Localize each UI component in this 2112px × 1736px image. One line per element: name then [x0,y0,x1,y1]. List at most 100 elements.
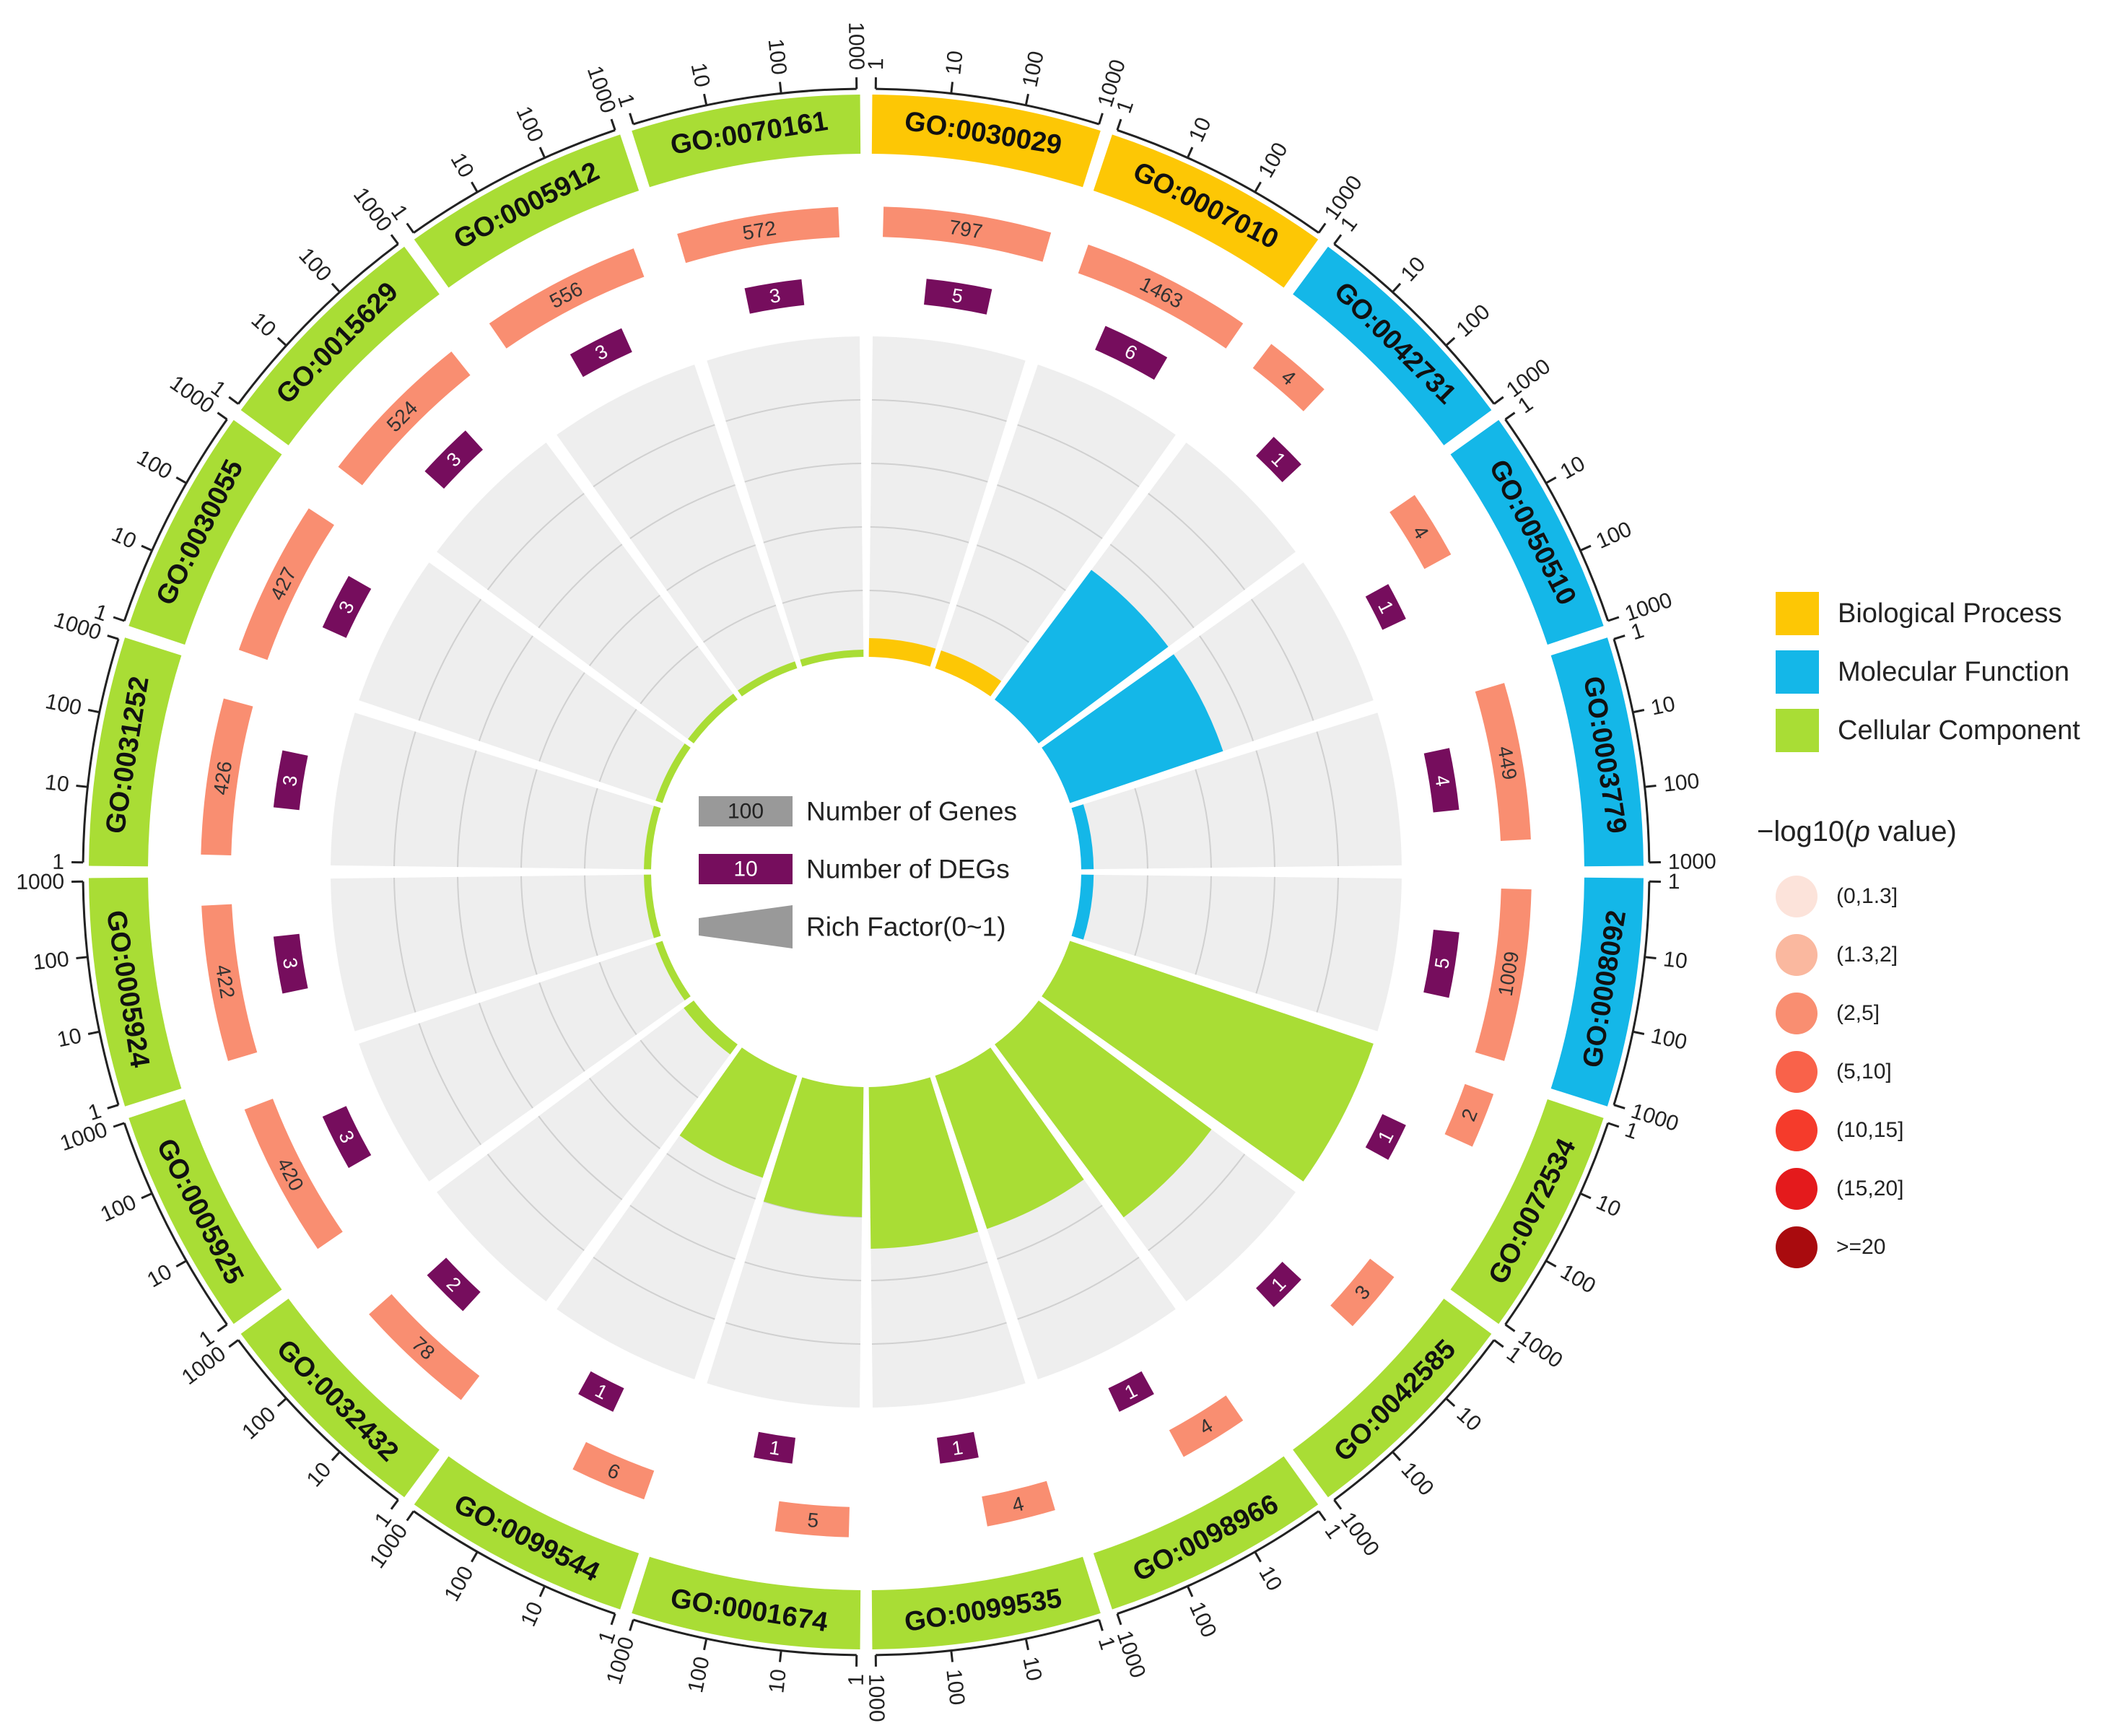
axis-tick [1392,1451,1402,1462]
degs-bar-go-0050510 [1365,584,1406,630]
grid-ring [598,961,637,1035]
degs-bar-go-0003779 [1423,748,1459,813]
grid-ring [640,1039,699,1099]
go-term-band-go-0005924 [89,877,182,1107]
genes-label-go-0031252: 426 [209,760,236,797]
degs-label-go-0008092: 5 [1431,956,1454,971]
axis-tick-label: 1 [613,91,639,110]
grid-ring [1255,750,1275,868]
degs-bar-go-0005925 [322,1106,372,1169]
axis-tick [331,1451,341,1462]
axis-tick-label: 1 [1112,97,1139,116]
degs-bar-go-0005912 [570,328,632,378]
axis-tick [406,1510,415,1522]
degs-label-go-0005924: 3 [279,956,302,971]
grid-ring [584,875,598,956]
grid-ring [640,645,699,705]
axis-tick [778,1650,782,1662]
degs-bar-go-0042585 [1256,1262,1301,1307]
axis-tick-label: 1 [1320,1519,1347,1543]
go-term-band-go-0007010 [1093,134,1319,288]
genes-bar-go-0003779 [1475,683,1531,841]
degs-label-go-0003779: 4 [1431,774,1454,788]
axis-tick [1333,234,1343,245]
pvalue-legend-title: −log10(p value) [1757,816,1957,847]
grid-ring [520,769,538,868]
axis-tick-label: 10 [1452,1403,1486,1436]
sector-bg-go-0032432 [437,1002,736,1301]
grid-ring [956,604,1029,643]
axis-tick [331,282,341,293]
axis-tick [141,1192,153,1200]
rich-factor-bar-go-0098966 [935,1047,1084,1229]
pvalue-dot [1776,1109,1818,1151]
axis-tick-label: 10 [941,50,967,77]
axis-tick [1317,1510,1327,1522]
genes-bar-go-0005912 [489,248,645,349]
degs-bar-go-0007010 [1095,326,1168,380]
grid-ring [1250,598,1314,721]
axis-line [1504,1122,1610,1325]
genes-bar-go-0030055 [238,508,334,660]
axis-line [632,87,857,126]
grid-ring [593,1256,715,1320]
axis-tick-label: 10 [1649,692,1677,720]
rich-factor-bar-go-0003779 [1071,804,1094,870]
rich-factor-bar-go-0030029 [868,638,936,667]
pvalue-label: (10,15] [1836,1118,1904,1142]
pvalue-legend-item: (0,1.3] [1776,875,1992,918]
grid-ring [725,399,861,422]
category-label: Cellular Component [1838,715,2080,746]
grid-ring [997,1205,1103,1260]
axis-tick-label: 1000 [1668,850,1716,874]
axis-tick [538,1585,546,1597]
sector-bg-go-0070161 [707,336,864,664]
axis-tick [629,113,634,125]
degs-bar-go-0030029 [924,279,992,315]
axis-tick-label: 10 [446,149,479,181]
axis-tick [1098,113,1104,125]
axis-tick-label: 100 [1592,517,1635,554]
degs-bar-go-0005924 [273,933,308,994]
axis-tick [1607,1122,1620,1128]
grid-ring [588,594,660,666]
axis-tick [1579,1192,1592,1200]
grid-ring [1109,544,1195,629]
grid-ring [1134,875,1148,956]
grid-ring [1316,877,1339,1013]
axis-tick-label: 10 [1662,947,1689,973]
grid-ring [666,1153,756,1200]
axis-tick-label: 100 [941,1668,969,1706]
axis-tick [1493,396,1504,405]
axis-tick [610,1613,616,1626]
rich-factor-bar-go-0005925 [655,941,691,1000]
axis-tick [1613,1104,1626,1109]
rich-factor-bar-go-0030055 [655,743,691,803]
genes-bar-go-0001674 [774,1501,850,1537]
grid-ring [478,635,533,741]
axis-tick-label: 1 [92,600,110,627]
axis-tick [217,411,228,421]
axis-tick [113,1122,125,1128]
go-term-band-go-0005925 [128,1099,282,1325]
pvalue-dot [1776,993,1818,1034]
go-term-band-go-0050510 [1450,419,1604,645]
axis-tick-label: 1 [1336,212,1362,236]
axis-tick-label: 10 [686,61,714,89]
axis-tick-label: 1000 [1622,588,1675,627]
sector-bg-go-0008092 [1074,874,1402,1031]
axis-tick [390,234,399,245]
grid-ring [1148,1153,1246,1252]
pvalue-label: (2,5] [1836,1001,1880,1025]
axis-tick [703,1638,708,1651]
rich-factor-bar-go-0005912 [738,661,798,697]
go-term-band-go-0015629 [240,246,440,445]
axis-tick [87,1030,100,1035]
axis-tick-label: 100 [1452,300,1495,341]
genes-bar-go-0007010 [1078,244,1244,349]
grid-ring [997,484,1103,539]
sector-bg-go-0005912 [557,365,797,694]
genes-bar-go-0008092 [1475,889,1532,1061]
genes-label-go-0003779: 449 [1493,744,1521,781]
axis-tick-label: 1 [1622,1118,1641,1145]
